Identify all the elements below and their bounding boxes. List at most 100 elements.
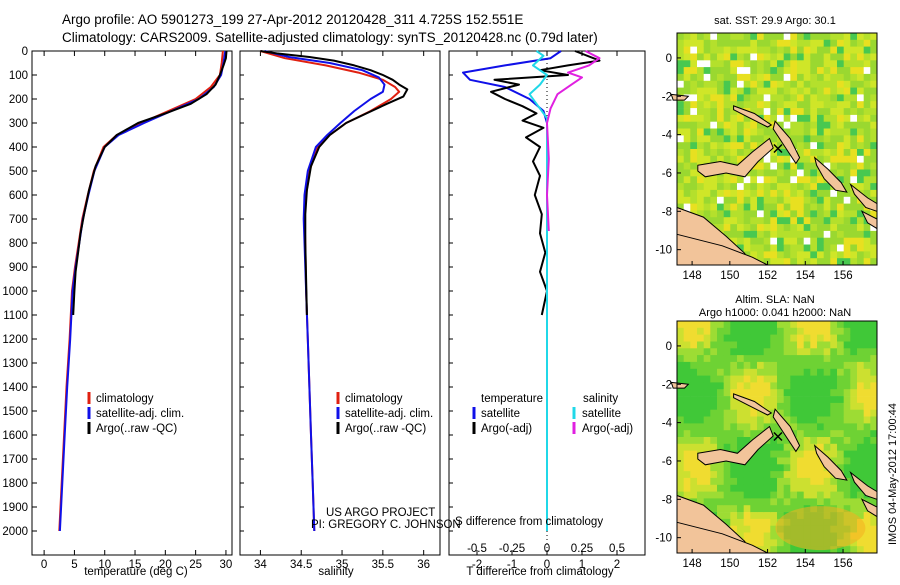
map-cell xyxy=(683,108,691,116)
map-cell xyxy=(683,142,691,150)
map-cell xyxy=(730,416,738,424)
map-cell xyxy=(850,423,858,431)
map-cell xyxy=(737,46,745,54)
map-cell xyxy=(823,327,831,335)
map-cell xyxy=(863,471,871,479)
map-cell xyxy=(743,525,751,533)
map-cell xyxy=(750,60,758,68)
map-cell xyxy=(790,382,798,390)
map-cell xyxy=(810,33,818,41)
map-cell xyxy=(683,33,691,41)
map-cell xyxy=(790,46,798,54)
map-cell xyxy=(743,361,751,370)
map-cell xyxy=(770,416,778,424)
map-cell xyxy=(763,94,771,102)
map-cell xyxy=(783,114,791,123)
map-cell xyxy=(710,327,718,335)
map-cell xyxy=(743,368,751,376)
map-cell xyxy=(770,210,778,218)
map-cell xyxy=(703,149,711,157)
map-cell xyxy=(830,484,838,492)
map-cell xyxy=(750,361,758,370)
map-cell xyxy=(783,321,791,329)
map-cell xyxy=(803,169,811,177)
map-cell xyxy=(803,196,811,204)
map-cell xyxy=(837,224,845,232)
project-line-1: US ARGO PROJECT xyxy=(326,507,435,519)
map-cell xyxy=(850,505,858,513)
map-cell xyxy=(743,230,751,239)
map-cell xyxy=(677,389,685,397)
map-cell xyxy=(790,416,798,424)
map-cell xyxy=(683,60,691,68)
map-cell xyxy=(810,321,818,329)
map-cell xyxy=(763,155,771,163)
map-cell xyxy=(843,341,851,349)
series-s-argo-adj- xyxy=(546,50,601,232)
map-cell xyxy=(803,162,811,170)
map-cell xyxy=(817,375,825,383)
map-cell xyxy=(790,505,798,513)
map-cell xyxy=(803,73,811,82)
map-cell xyxy=(757,491,765,499)
map-cell xyxy=(810,251,818,259)
map-cell xyxy=(683,409,691,417)
map-cell xyxy=(730,224,738,232)
map-cell xyxy=(730,128,738,136)
map-cell xyxy=(777,484,785,492)
map-cell xyxy=(823,491,831,499)
map-cell xyxy=(777,389,785,397)
map-cell xyxy=(697,402,705,411)
map-cell xyxy=(797,471,805,479)
map-cell xyxy=(730,334,738,342)
map-cell xyxy=(837,334,845,342)
map-cell xyxy=(870,450,878,458)
map-cell xyxy=(843,251,851,259)
map-cell xyxy=(797,33,805,41)
map-cell xyxy=(757,477,765,486)
map-cell xyxy=(797,251,805,259)
map-cell xyxy=(723,382,731,390)
map-cell xyxy=(757,423,765,431)
map-cell xyxy=(737,196,745,204)
map-cell xyxy=(703,46,711,54)
map-cell xyxy=(863,375,871,383)
y-tick-label: 1200 xyxy=(2,334,28,346)
map-cell xyxy=(757,121,765,129)
map-cell xyxy=(763,196,771,204)
map-cell xyxy=(690,477,698,486)
map-cell xyxy=(703,477,711,486)
map-cell xyxy=(830,437,838,445)
map-cell xyxy=(783,450,791,458)
map-cell xyxy=(690,450,698,458)
map-cell xyxy=(750,183,758,191)
map-cell xyxy=(870,101,878,109)
map-cell xyxy=(857,396,865,404)
map-cell xyxy=(763,341,771,349)
map-cell xyxy=(790,73,798,82)
map-cell xyxy=(837,73,845,82)
map-cell xyxy=(803,244,811,252)
map-cell xyxy=(777,94,785,102)
map-cell xyxy=(850,382,858,390)
map-cell xyxy=(770,87,778,95)
map-cell xyxy=(730,327,738,335)
map-cell xyxy=(830,443,838,451)
map-cell xyxy=(750,135,758,143)
map-cell xyxy=(783,402,791,411)
map-cell xyxy=(783,484,791,492)
map-cell xyxy=(837,375,845,383)
map-cell xyxy=(843,101,851,109)
map-cell xyxy=(863,237,871,245)
map-cell xyxy=(710,484,718,492)
map-cell xyxy=(823,183,831,191)
map-cell xyxy=(797,457,805,465)
map-cell xyxy=(717,155,725,163)
map-cell xyxy=(863,389,871,397)
map-cell xyxy=(863,80,871,88)
map-cell xyxy=(797,189,805,198)
map-cell xyxy=(810,183,818,191)
map-cell xyxy=(850,368,858,376)
map-cell xyxy=(697,189,705,198)
map-cell xyxy=(750,121,758,129)
